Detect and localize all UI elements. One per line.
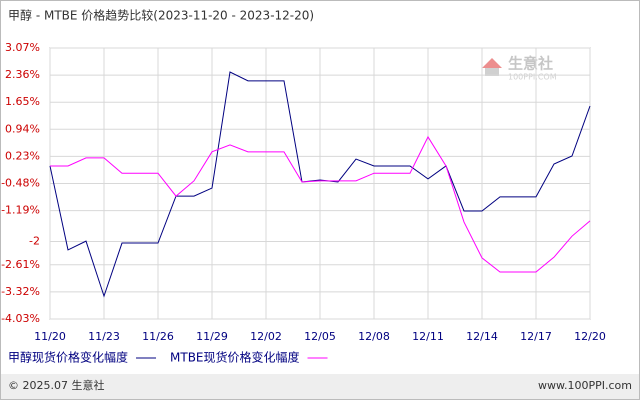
x-tick-label: 11/20 [34, 330, 66, 343]
y-tick-label: -2 [29, 235, 40, 248]
x-tick-label: 12/20 [574, 330, 606, 343]
footer-left: © 2025.07 生意社 [8, 378, 104, 392]
y-tick-label: 0.23% [5, 149, 40, 162]
x-tick-label: 12/02 [250, 330, 282, 343]
series-line [50, 135, 591, 273]
series-line [49, 71, 591, 298]
x-tick-label: 12/05 [304, 330, 336, 343]
chart-title: 甲醇 - MTBE 价格趋势比较(2023-11-20 - 2023-12-20… [8, 8, 314, 23]
watermark-url: 100PPI.COM [508, 73, 557, 82]
watermark: 生意社 100PPI.COM [482, 55, 557, 82]
y-tick-label: 1.65% [5, 95, 40, 108]
x-tick-label: 11/29 [196, 330, 228, 343]
x-tick-label: 11/26 [142, 330, 174, 343]
y-tick-label: -2.61% [1, 258, 40, 271]
x-tick-label: 12/11 [412, 330, 444, 343]
y-tick-label: 2.36% [5, 68, 40, 81]
x-tick-label: 12/17 [520, 330, 552, 343]
x-tick-label: 12/08 [358, 330, 390, 343]
y-tick-label: 3.07% [5, 41, 40, 54]
y-tick-label: -4.03% [1, 312, 40, 325]
y-tick-label: 0.94% [5, 122, 40, 135]
footer-bar [1, 374, 639, 399]
x-tick-label: 11/23 [88, 330, 120, 343]
watermark-name: 生意社 [508, 55, 553, 73]
y-tick-label: -1.19% [1, 204, 40, 217]
logo-base [485, 68, 499, 76]
y-tick-label: -0.48% [1, 177, 40, 190]
logo-roof [482, 58, 502, 68]
legend-label: 甲醇现货价格变化幅度 [8, 350, 128, 365]
legend-label: MTBE现货价格变化幅度 [170, 350, 300, 365]
footer-right: www.100PPI.com [538, 379, 632, 392]
y-tick-label: -3.32% [1, 285, 40, 298]
x-tick-label: 12/14 [466, 330, 498, 343]
